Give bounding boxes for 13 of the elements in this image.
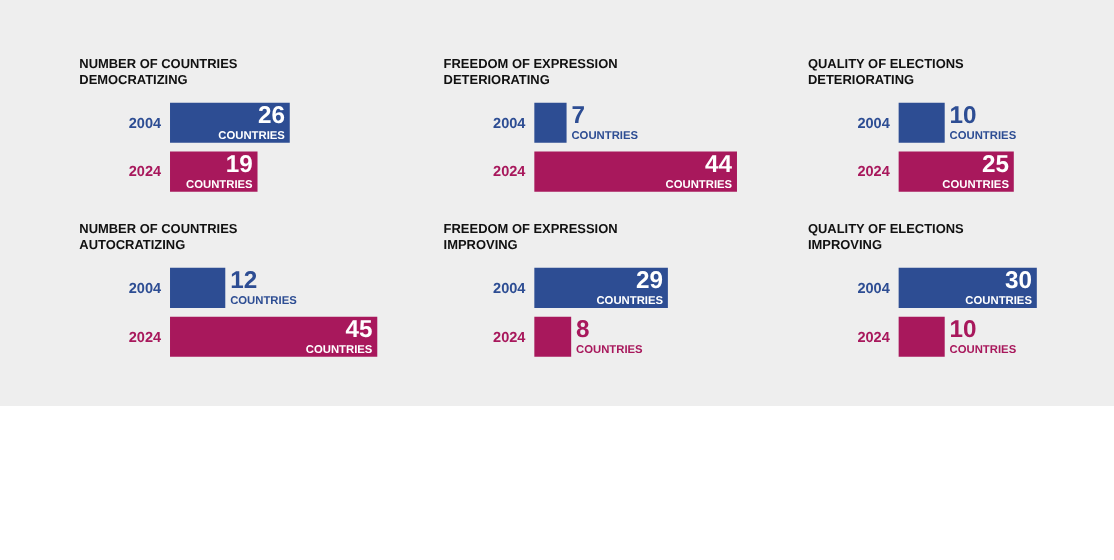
y-tick-label: 2004 — [128, 278, 162, 297]
y-tick-label: 2024 — [857, 162, 890, 181]
y-tick-label: 2004 — [857, 113, 890, 132]
y-tick-label: 2004 — [857, 278, 890, 297]
y-tick-label: 2004 — [493, 278, 526, 297]
y-tick-label: 2004 — [128, 113, 162, 132]
y-tick-label: 2024 — [128, 327, 162, 346]
y-tick-label: 2004 — [493, 113, 526, 132]
text: 26 — [257, 100, 285, 129]
y-tick-label: 2024 — [857, 327, 890, 346]
y-tick-label: 2024 — [493, 162, 526, 181]
y-tick-label: 2024 — [493, 327, 526, 346]
y-tick-label: 2024 — [128, 162, 162, 181]
